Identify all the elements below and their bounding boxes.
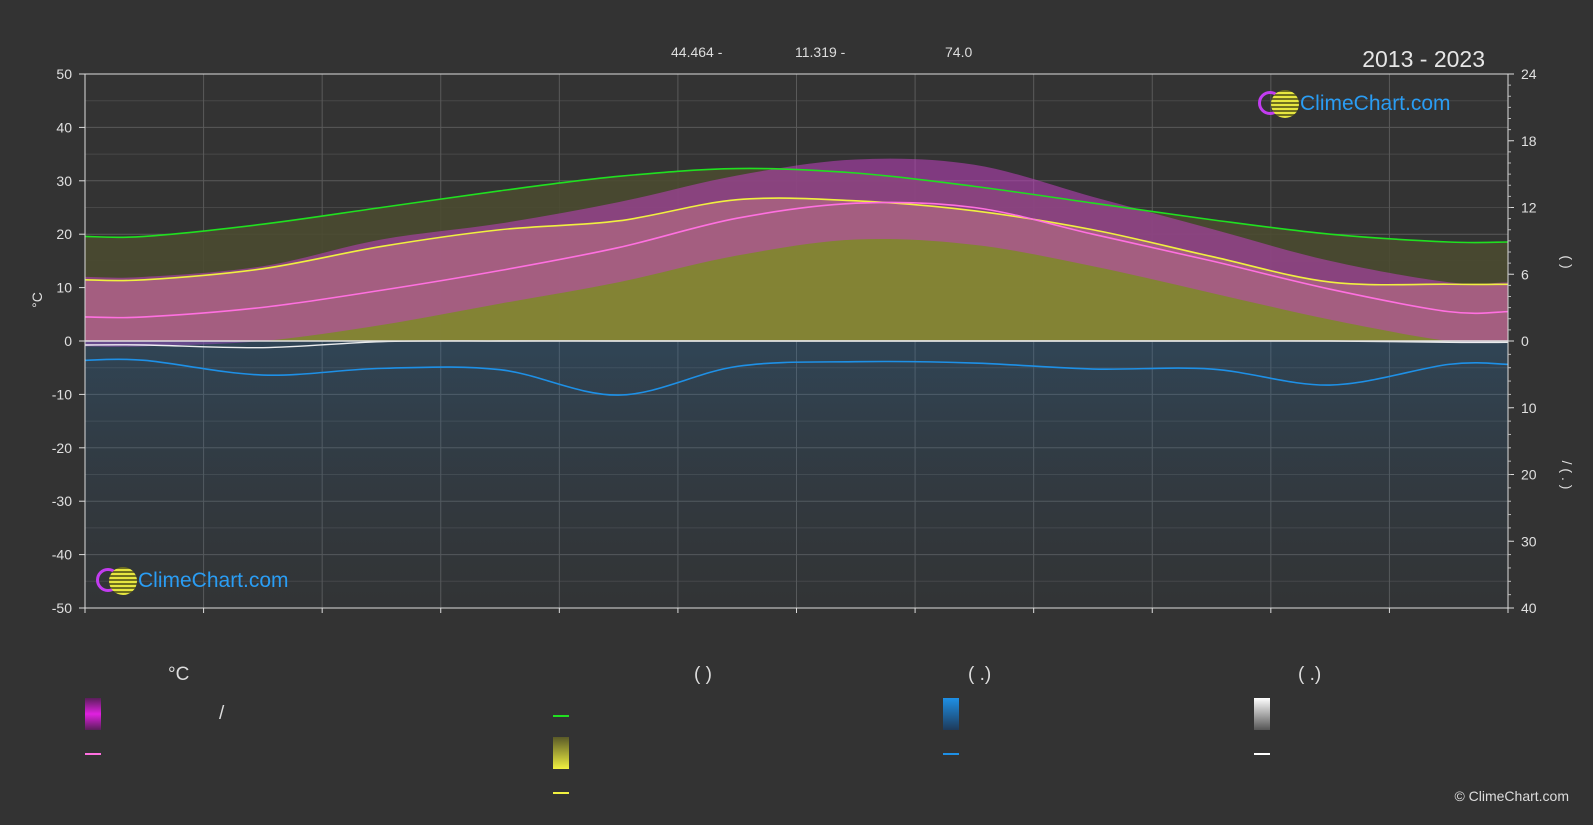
- brand-logo-top[interactable]: ClimeChart.com: [1258, 89, 1451, 119]
- left-tick-label: -20: [52, 440, 72, 456]
- left-tick-label: 20: [56, 226, 72, 242]
- legend-temperature-heading: °C: [168, 664, 190, 685]
- daylight-line: [84, 167, 1509, 244]
- legend-mean-rain-swatch: [943, 753, 959, 755]
- right-tick-label-hours: 18: [1521, 133, 1537, 149]
- elevation-text: 74.0: [945, 44, 973, 60]
- legend-temp-range-swatch: [85, 698, 101, 730]
- legend-slash: /: [219, 703, 225, 724]
- right-tick-label-precip: 30: [1521, 533, 1537, 549]
- right-tick-label-hours: 0: [1521, 333, 1529, 349]
- left-tick-label: 40: [56, 119, 72, 135]
- rain-area: [85, 341, 1508, 608]
- left-tick-label: 10: [56, 280, 72, 296]
- left-axis-title: °C: [29, 292, 45, 308]
- mean-rain-line: [84, 358, 1509, 396]
- left-tick-label: 30: [56, 173, 72, 189]
- longitude-text: 11.319 -: [795, 44, 846, 60]
- legend-snow-heading: ( .): [1298, 664, 1322, 685]
- left-tick-label: -10: [52, 386, 72, 402]
- legend-mean-snow-swatch: [1254, 753, 1270, 755]
- copyright-text: © ClimeChart.com: [1454, 788, 1569, 804]
- temperature-range-area: [85, 158, 1508, 347]
- legend-sunshine-swatch: [553, 737, 569, 769]
- left-tick-label: 50: [56, 66, 72, 82]
- brand-name: ClimeChart.com: [138, 569, 289, 592]
- left-tick-label: -40: [52, 547, 72, 563]
- left-tick-label: -50: [52, 600, 72, 616]
- right-tick-label-hours: 24: [1521, 66, 1537, 82]
- legend-daylight-heading: ( ): [694, 664, 712, 685]
- brand-logo-bottom[interactable]: ClimeChart.com: [96, 566, 289, 596]
- mean-temperature-line: [84, 201, 1509, 319]
- sunshine-line: [84, 197, 1509, 286]
- legend-rain-heading: ( .): [968, 664, 992, 685]
- right-tick-label-precip: 10: [1521, 400, 1537, 416]
- legend-snow-swatch: [1254, 698, 1270, 730]
- right-axis-title-hours: ( ): [1559, 255, 1575, 268]
- legend-rain-swatch: [943, 698, 959, 730]
- legend-sunshine-mean-swatch: [553, 792, 569, 794]
- right-tick-label-precip: 40: [1521, 600, 1537, 616]
- legend-daylight-swatch: [553, 715, 569, 717]
- chart-axes: 50 40 30 20 10 0 -10 -20 -30 -40 -50 24 18 12 6 0 10 20 30…: [52, 66, 1537, 616]
- brand-name: ClimeChart.com: [1300, 92, 1451, 115]
- latitude-text: 44.464 -: [671, 44, 723, 60]
- left-tick-label: 0: [64, 333, 72, 349]
- right-tick-label-precip: 20: [1521, 467, 1537, 483]
- year-range-title: 2013 - 2023: [1362, 46, 1485, 72]
- climate-chart: 50 40 30 20 10 0 -10 -20 -30 -40 -50 24 18 12 6 0 10 20 30…: [29, 66, 1575, 616]
- climechart-logo-icon: [96, 566, 137, 596]
- right-tick-label-hours: 6: [1521, 266, 1529, 282]
- right-tick-label-hours: 12: [1521, 200, 1537, 216]
- chart-bands: [85, 158, 1508, 608]
- legend-mean-temp-swatch: [85, 753, 101, 755]
- climechart-logo-icon: [1258, 89, 1299, 119]
- left-tick-label: -30: [52, 493, 72, 509]
- right-axis-title-precip: / ( . ): [1559, 461, 1575, 490]
